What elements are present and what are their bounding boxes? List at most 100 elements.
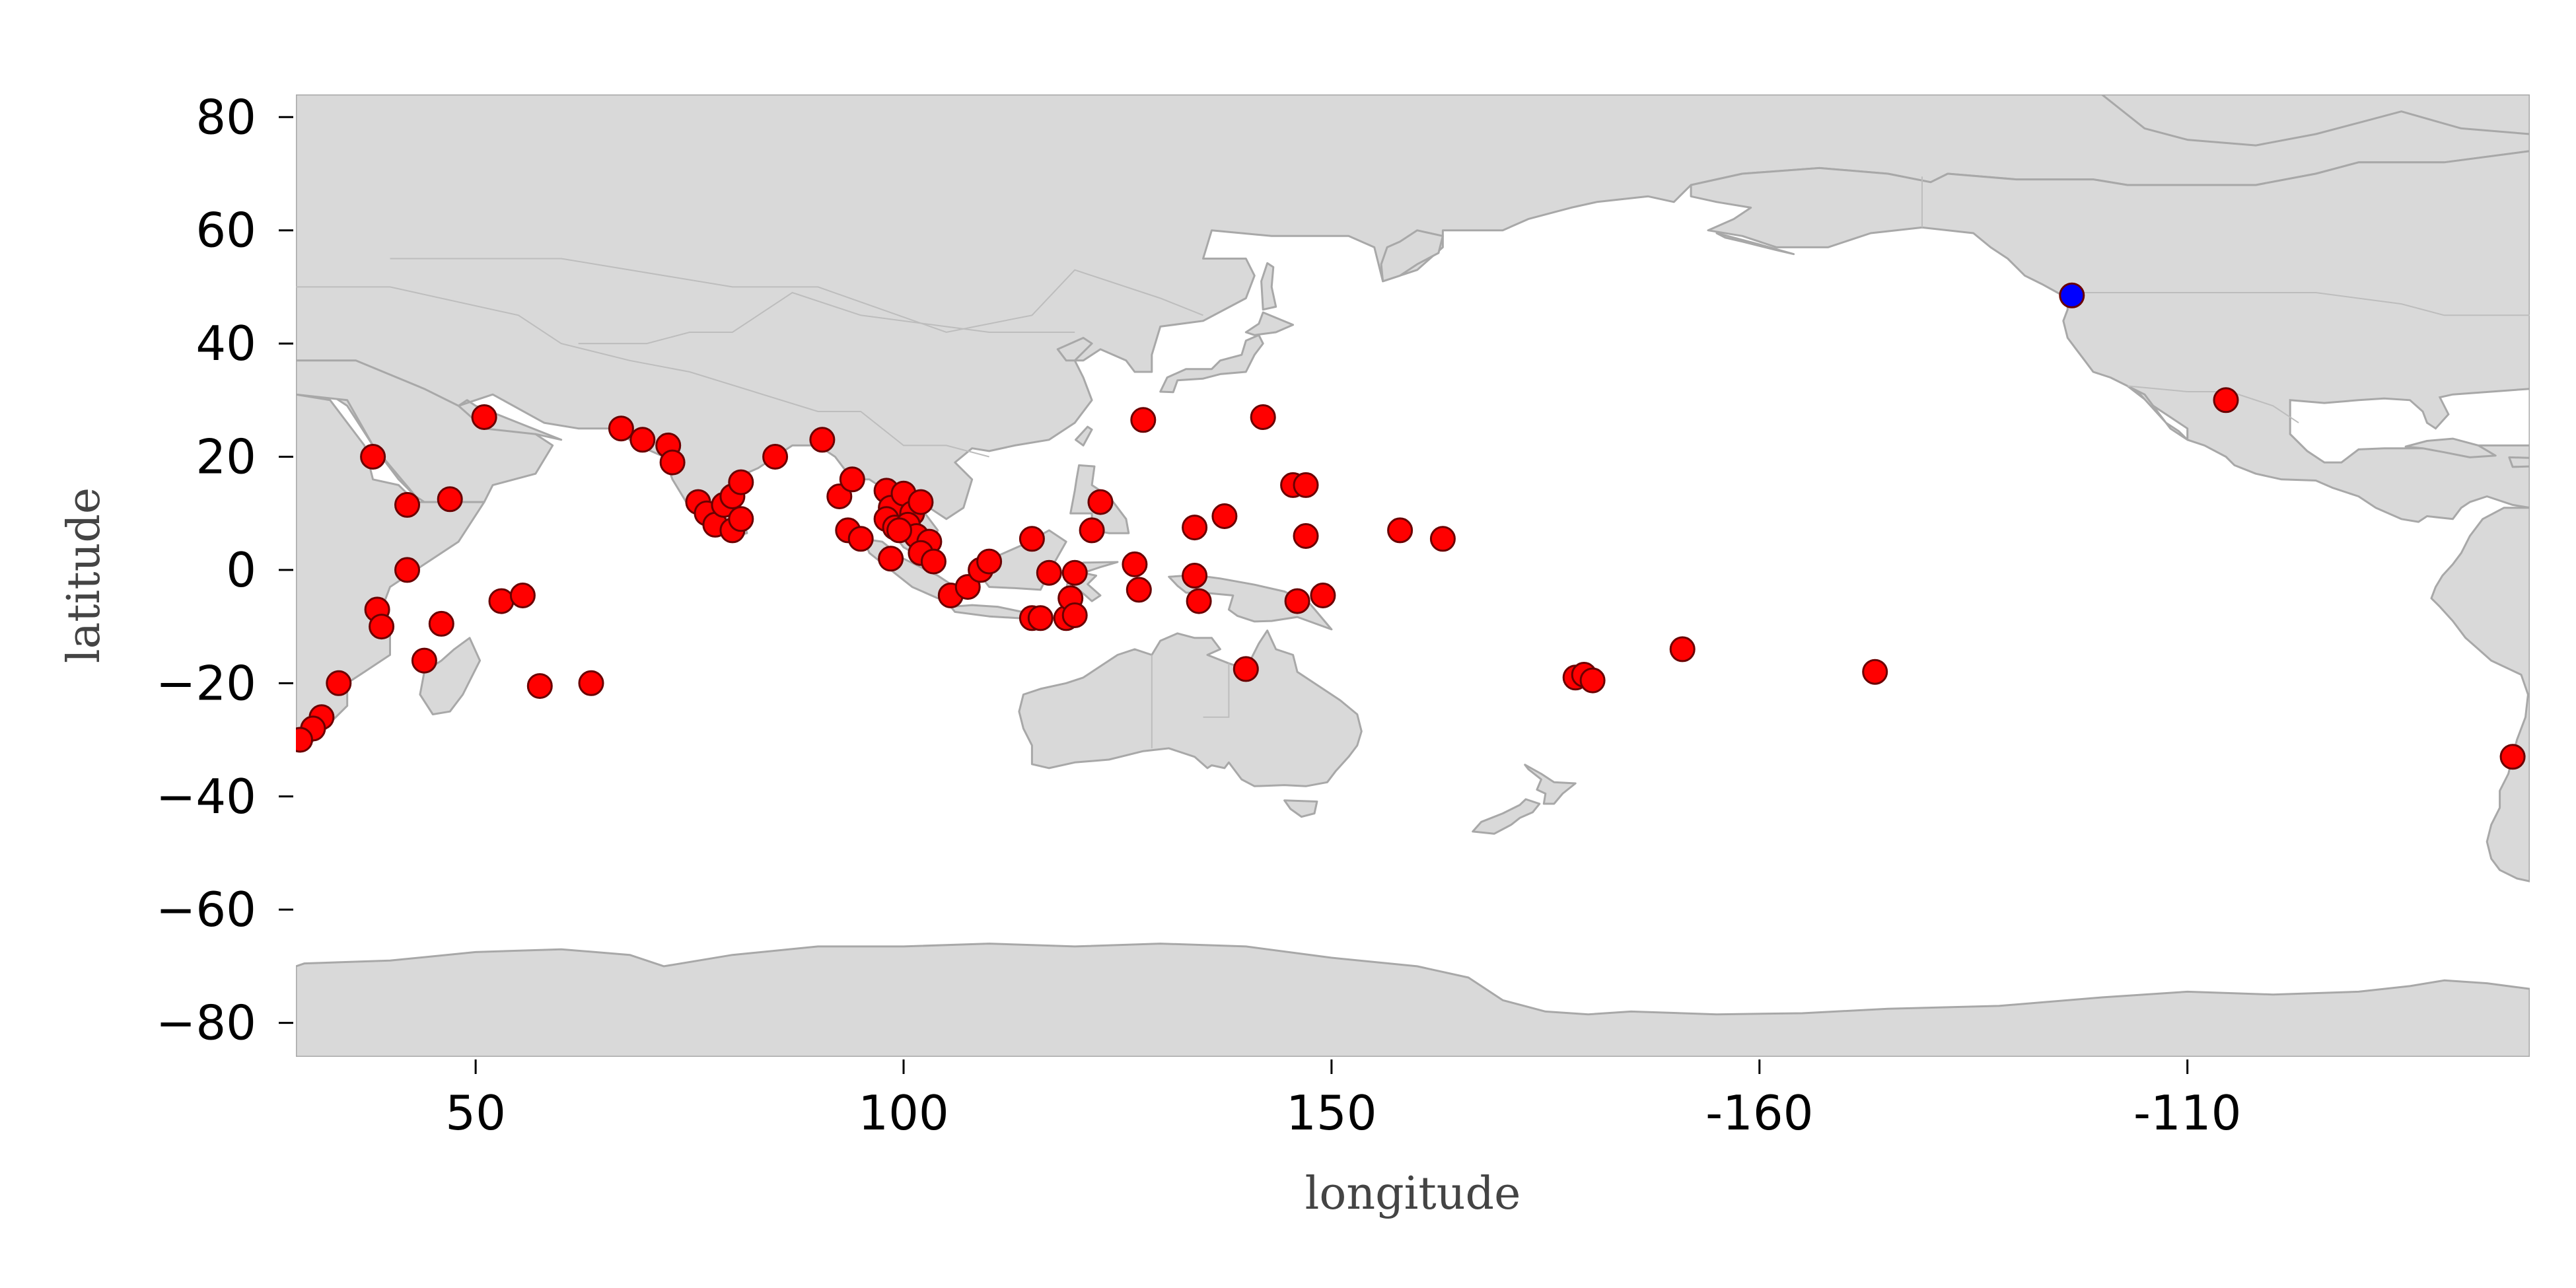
point-marker bbox=[908, 489, 934, 515]
point-marker bbox=[296, 727, 313, 753]
point-marker bbox=[488, 588, 515, 614]
x-axis: 50 100 150 -160 -110 bbox=[445, 1059, 2241, 1141]
point-marker bbox=[1122, 551, 1148, 577]
point-marker bbox=[369, 614, 395, 640]
point-marker bbox=[1862, 659, 1888, 685]
point-marker bbox=[847, 526, 874, 552]
land-alaska-peninsula bbox=[1715, 232, 1795, 256]
point-marker bbox=[608, 415, 634, 442]
point-marker bbox=[1284, 588, 1310, 614]
point-marker bbox=[809, 427, 836, 453]
x-tick-label: 100 bbox=[858, 1085, 948, 1141]
point-marker bbox=[826, 483, 853, 509]
point-marker bbox=[1036, 559, 1062, 586]
land-taiwan bbox=[1075, 425, 1093, 447]
y-tick-label: 0 bbox=[226, 542, 256, 598]
point-marker bbox=[1061, 559, 1088, 586]
x-tick-label: 50 bbox=[445, 1085, 506, 1141]
y-tick-label: −80 bbox=[156, 995, 256, 1051]
point-marker bbox=[509, 583, 536, 608]
point-marker bbox=[437, 486, 463, 513]
point-marker bbox=[1293, 472, 1319, 498]
point-marker bbox=[1126, 577, 1152, 603]
land-java bbox=[949, 604, 1029, 620]
point-marker bbox=[1061, 602, 1088, 628]
land-caribbean-cuba bbox=[2404, 437, 2497, 458]
point-marker bbox=[1250, 404, 1276, 430]
point-marker bbox=[411, 647, 437, 674]
point-marker bbox=[394, 491, 420, 518]
land-new-zealand-south bbox=[1472, 798, 1541, 835]
point-marker bbox=[1429, 526, 1456, 552]
y-axis: 80 60 40 20 0 −20 −40 −60 −80 bbox=[156, 89, 293, 1051]
land-tasmania bbox=[1283, 799, 1318, 818]
point-marker bbox=[471, 404, 497, 430]
point-marker bbox=[839, 466, 865, 493]
land-sakhalin bbox=[1260, 262, 1277, 311]
y-tick-label: −20 bbox=[156, 655, 256, 711]
land-antarctica bbox=[296, 943, 2530, 1057]
land-north-america bbox=[1690, 150, 2530, 523]
point-marker bbox=[1211, 503, 1238, 529]
point-marker bbox=[326, 670, 352, 696]
y-tick-label: −60 bbox=[156, 882, 256, 937]
point-marker bbox=[920, 548, 947, 575]
point-marker bbox=[886, 517, 912, 544]
point-marker bbox=[629, 427, 656, 453]
point-marker bbox=[1387, 517, 1413, 544]
point-marker bbox=[1182, 563, 1208, 589]
land-greenland-arctic-islands bbox=[2100, 94, 2530, 147]
land-arabia-east bbox=[296, 359, 554, 503]
x-tick-label: -160 bbox=[1705, 1085, 1813, 1141]
land-hispaniola bbox=[2508, 456, 2530, 468]
country-borders bbox=[296, 176, 2530, 748]
point-marker bbox=[878, 546, 904, 572]
x-tick-label: 150 bbox=[1286, 1085, 1377, 1141]
point-marker bbox=[1130, 407, 1157, 433]
y-tick-label: 20 bbox=[196, 429, 256, 485]
point-marker bbox=[762, 444, 789, 470]
point-marker bbox=[578, 670, 604, 696]
land-baja-california bbox=[2126, 384, 2189, 441]
point-marker bbox=[1019, 526, 1045, 552]
y-tick-label: 80 bbox=[196, 89, 256, 145]
point-marker bbox=[1293, 523, 1319, 549]
map-plot-area bbox=[296, 94, 2530, 1057]
point-marker bbox=[394, 557, 420, 583]
y-tick-label: −40 bbox=[156, 769, 256, 824]
point-marker bbox=[428, 610, 454, 637]
point-marker bbox=[1579, 667, 1606, 694]
x-axis-title: longitude bbox=[1305, 1168, 1521, 1220]
point-marker bbox=[360, 444, 386, 470]
point-marker bbox=[976, 548, 1003, 575]
highlight-point-marker bbox=[2059, 282, 2085, 308]
x-tick-label: -110 bbox=[2133, 1085, 2241, 1141]
point-markers bbox=[296, 282, 2526, 770]
point-marker bbox=[1310, 583, 1336, 608]
land-australia bbox=[1018, 629, 1363, 787]
point-marker bbox=[1233, 656, 1259, 682]
point-marker bbox=[728, 506, 754, 532]
land-layer bbox=[296, 94, 2530, 1057]
land-new-zealand-north bbox=[1524, 764, 1577, 805]
point-marker bbox=[2213, 387, 2239, 413]
point-marker bbox=[2499, 744, 2526, 770]
land-japan bbox=[1159, 334, 1264, 394]
land-south-america bbox=[2430, 507, 2530, 882]
land-hokkaido bbox=[1244, 311, 1295, 336]
land-kamchatka bbox=[1380, 229, 1444, 283]
y-tick-label: 40 bbox=[196, 316, 256, 371]
y-axis-title: latitude bbox=[58, 487, 110, 663]
point-marker bbox=[1182, 515, 1208, 541]
point-marker bbox=[1669, 636, 1696, 662]
point-marker bbox=[1027, 605, 1054, 631]
point-marker bbox=[728, 469, 754, 495]
y-tick-label: 60 bbox=[196, 203, 256, 258]
point-marker bbox=[954, 574, 981, 600]
point-marker bbox=[1087, 489, 1114, 515]
point-marker bbox=[1186, 588, 1212, 614]
point-marker bbox=[1079, 517, 1105, 544]
point-marker bbox=[659, 449, 686, 476]
land-madagascar bbox=[419, 637, 482, 715]
